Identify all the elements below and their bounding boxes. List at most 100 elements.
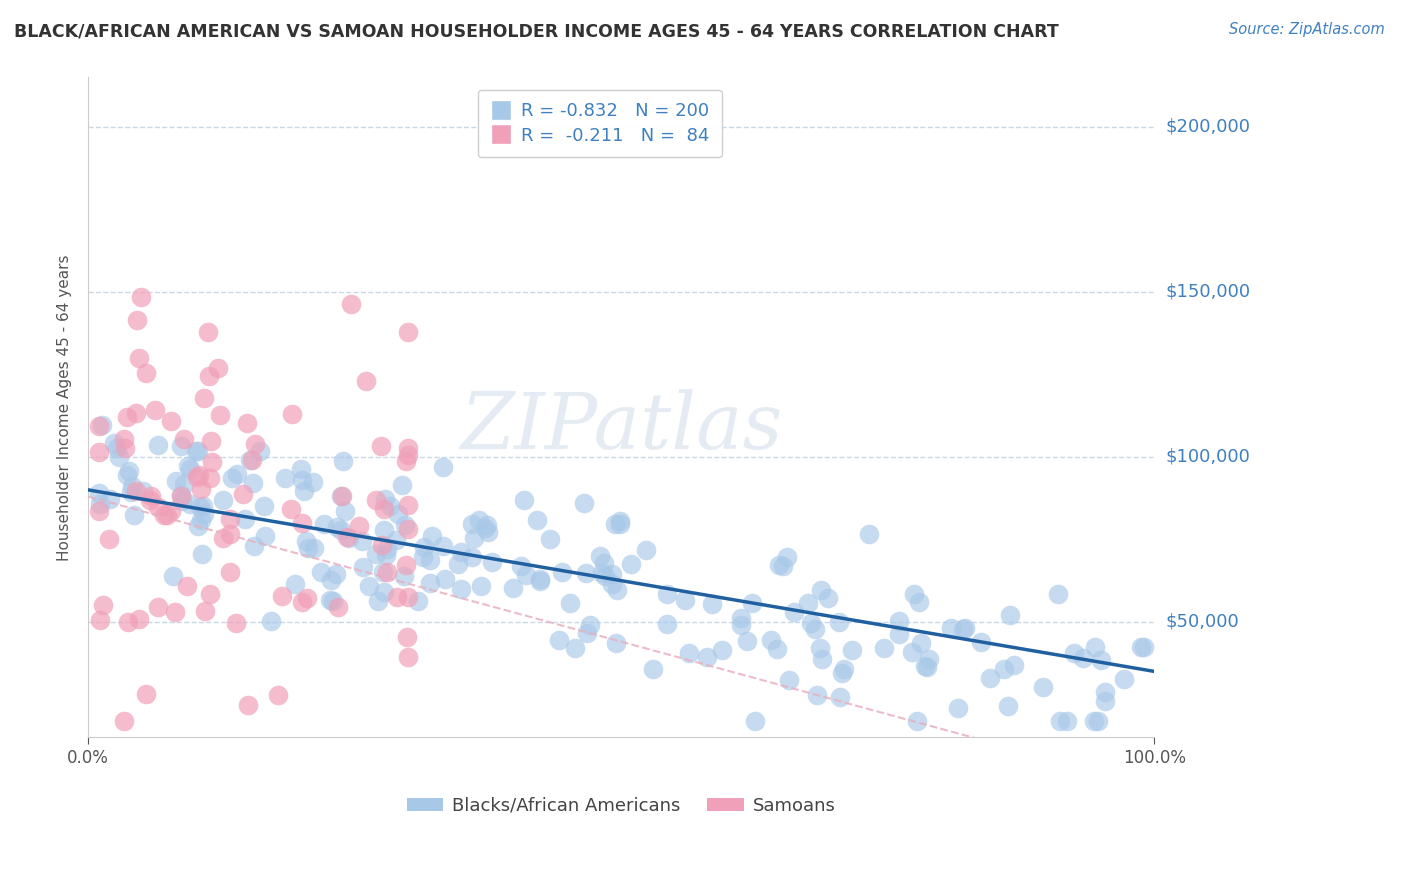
Point — [364, 493, 387, 508]
Point — [576, 625, 599, 640]
Point — [117, 410, 139, 425]
Point — [295, 533, 318, 548]
Point — [281, 407, 304, 421]
Point — [605, 635, 627, 649]
Point — [191, 547, 214, 561]
Point — [378, 499, 401, 513]
Point — [309, 566, 332, 580]
Point — [146, 438, 169, 452]
Point — [600, 577, 623, 591]
Point — [179, 497, 201, 511]
Point — [609, 514, 631, 528]
Point — [112, 432, 135, 446]
Point — [367, 594, 389, 608]
Point — [370, 538, 392, 552]
Point — [339, 531, 361, 545]
Text: ZIPatlas: ZIPatlas — [460, 389, 782, 466]
Point — [998, 608, 1021, 623]
Point — [87, 504, 110, 518]
Point — [572, 496, 595, 510]
Point — [772, 559, 794, 574]
Point — [301, 475, 323, 489]
Point — [702, 597, 724, 611]
Point — [529, 572, 551, 586]
Point — [910, 636, 932, 650]
Point — [328, 599, 350, 614]
Point — [515, 568, 537, 582]
Point — [173, 432, 195, 446]
Point — [89, 497, 111, 511]
Point — [115, 468, 138, 483]
Point — [330, 489, 353, 503]
Point — [797, 596, 820, 610]
Point — [340, 297, 363, 311]
Point — [325, 567, 347, 582]
Point — [1056, 714, 1078, 728]
Point — [236, 698, 259, 712]
Point — [243, 437, 266, 451]
Point — [778, 673, 800, 687]
Point — [212, 492, 235, 507]
Point — [551, 565, 574, 579]
Point — [953, 622, 976, 636]
Point — [375, 566, 398, 580]
Point — [186, 470, 208, 484]
Point — [434, 572, 457, 586]
Text: $100,000: $100,000 — [1166, 448, 1250, 466]
Point — [129, 290, 152, 304]
Point — [291, 473, 314, 487]
Point — [1063, 646, 1085, 660]
Point — [810, 583, 832, 598]
Point — [190, 483, 212, 497]
Point — [198, 368, 221, 383]
Point — [103, 435, 125, 450]
Point — [226, 467, 249, 481]
Point — [673, 593, 696, 607]
Point — [419, 553, 441, 567]
Point — [212, 532, 235, 546]
Point — [1094, 685, 1116, 699]
Point — [841, 643, 863, 657]
Point — [396, 649, 419, 664]
Point — [197, 325, 219, 339]
Point — [319, 592, 342, 607]
Point — [513, 493, 536, 508]
Point — [187, 443, 209, 458]
Point — [128, 612, 150, 626]
Point — [600, 567, 623, 582]
Point — [408, 594, 430, 608]
Point — [139, 489, 162, 503]
Point — [295, 591, 318, 605]
Point — [253, 500, 276, 514]
Point — [177, 459, 200, 474]
Point — [239, 452, 262, 467]
Point — [831, 665, 853, 680]
Point — [260, 614, 283, 628]
Point — [322, 594, 344, 608]
Point — [330, 489, 353, 503]
Point — [190, 513, 212, 527]
Point — [193, 500, 215, 514]
Point — [396, 630, 419, 644]
Point — [1049, 714, 1071, 728]
Point — [887, 627, 910, 641]
Point — [591, 566, 613, 580]
Point — [735, 634, 758, 648]
Point — [187, 519, 209, 533]
Point — [396, 498, 419, 512]
Point — [225, 615, 247, 630]
Point — [193, 391, 215, 405]
Point — [394, 569, 416, 583]
Point — [395, 558, 418, 573]
Point — [267, 688, 290, 702]
Point — [593, 569, 616, 583]
Point — [240, 453, 263, 467]
Point — [198, 587, 221, 601]
Point — [169, 489, 191, 503]
Point — [905, 714, 928, 728]
Text: Source: ZipAtlas.com: Source: ZipAtlas.com — [1229, 22, 1385, 37]
Point — [603, 517, 626, 532]
Point — [589, 549, 612, 563]
Point — [889, 615, 911, 629]
Point — [946, 700, 969, 714]
